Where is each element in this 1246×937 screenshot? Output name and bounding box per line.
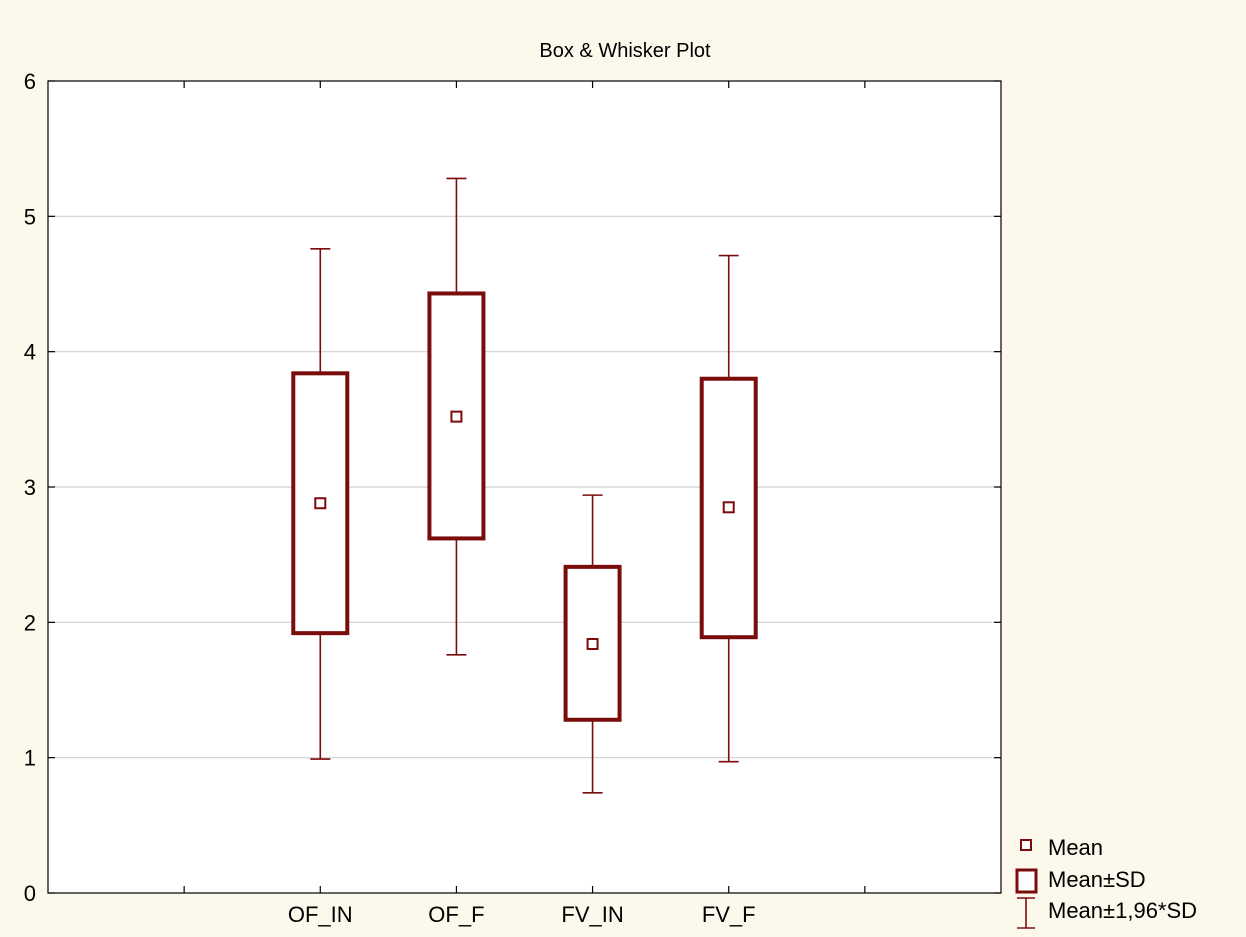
box-series (291, 177, 758, 794)
y-tick-label: 0 (24, 881, 36, 906)
legend-label: Mean (1048, 835, 1103, 860)
x-tick-label: FV_IN (561, 902, 623, 927)
mean-marker (722, 501, 735, 514)
legend-label: Mean±1,96*SD (1048, 898, 1197, 923)
x-tick-label: FV_F (702, 902, 756, 927)
legend: Mean Mean±SD Mean±1,96*SD (1015, 835, 1197, 929)
y-tick-label: 5 (24, 204, 36, 229)
legend-item: Mean±1,96*SD (1017, 897, 1197, 929)
legend-mean-symbol (1020, 839, 1032, 851)
x-tick-label: OF_F (428, 902, 484, 927)
legend-box-symbol (1015, 868, 1038, 894)
chart-title: Box & Whisker Plot (539, 40, 711, 62)
y-tick-label: 1 (24, 746, 36, 771)
mean-marker (314, 497, 327, 510)
y-tick-label: 2 (24, 610, 36, 635)
box-of-in (291, 248, 350, 760)
box-fv-f (699, 254, 758, 763)
y-tick-label: 4 (24, 340, 36, 365)
mean-marker (586, 637, 599, 650)
x-tick-label: OF_IN (288, 902, 353, 927)
mean-marker (450, 410, 463, 423)
legend-item: Mean±SD (1015, 867, 1146, 894)
y-tick-label: 3 (24, 475, 36, 500)
legend-item: Mean (1020, 835, 1103, 860)
y-tick-label: 6 (24, 69, 36, 94)
axis-ticks: 0 1 2 3 4 5 6 OF_IN OF_F FV_IN FV_F (24, 69, 1001, 927)
box-of-f (427, 177, 486, 656)
gridlines (48, 215, 1001, 759)
legend-label: Mean±SD (1048, 867, 1146, 892)
box-fv-in (563, 494, 622, 794)
